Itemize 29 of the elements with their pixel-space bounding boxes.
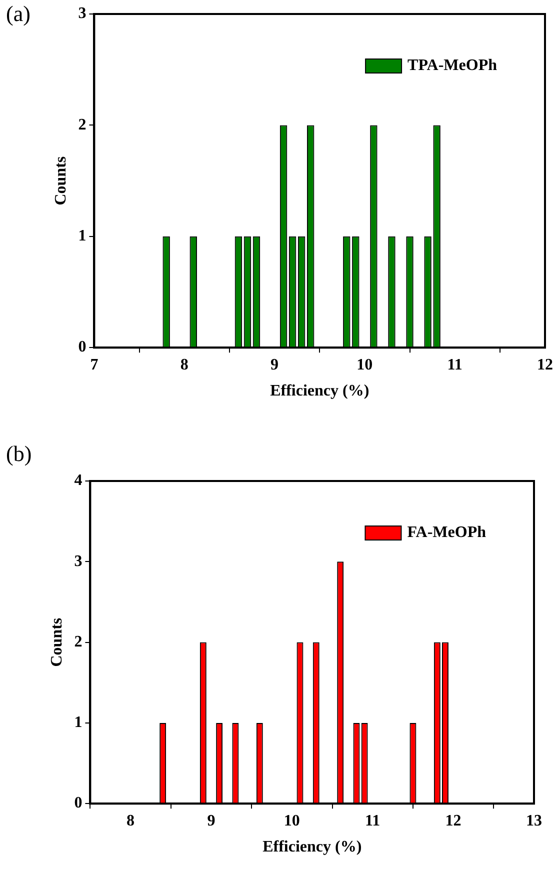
x-tick-label: 9 bbox=[207, 812, 216, 830]
y-tick-label: 0 bbox=[78, 338, 86, 356]
text: (b) bbox=[6, 440, 32, 466]
x-tick-label: 12 bbox=[537, 356, 553, 374]
y-tick-label: 4 bbox=[74, 472, 82, 490]
x-tick-label: 9 bbox=[270, 356, 279, 374]
x-tick-label: 8 bbox=[180, 356, 188, 374]
x-axis-title: Efficiency (%) bbox=[262, 838, 362, 856]
y-tick-label: 2 bbox=[78, 116, 86, 134]
legend-label: TPA-MeOPh bbox=[408, 57, 498, 74]
y-tick-label: 2 bbox=[74, 633, 82, 650]
y-axis-title: Counts bbox=[48, 618, 66, 667]
x-tick-label: 11 bbox=[365, 812, 380, 830]
y-tick-label: 3 bbox=[78, 5, 86, 22]
x-tick-label: 12 bbox=[445, 812, 462, 830]
text: (a) bbox=[6, 0, 30, 26]
x-tick-label: 11 bbox=[447, 356, 462, 374]
x-tick-label: 7 bbox=[90, 356, 98, 374]
y-axis-title: Counts bbox=[52, 156, 70, 206]
legend-label: FA-MeOPh bbox=[407, 524, 486, 542]
y-tick-label: 1 bbox=[78, 228, 86, 245]
x-tick-label: 10 bbox=[284, 812, 300, 830]
y-tick-label: 0 bbox=[74, 794, 82, 812]
x-axis-title: Efficiency (%) bbox=[270, 382, 370, 400]
y-tick-label: 1 bbox=[74, 714, 82, 732]
x-tick-label: 8 bbox=[126, 812, 135, 830]
x-tick-label: 10 bbox=[356, 356, 373, 374]
y-tick-label: 3 bbox=[74, 552, 82, 570]
x-tick-label: 13 bbox=[526, 812, 542, 830]
